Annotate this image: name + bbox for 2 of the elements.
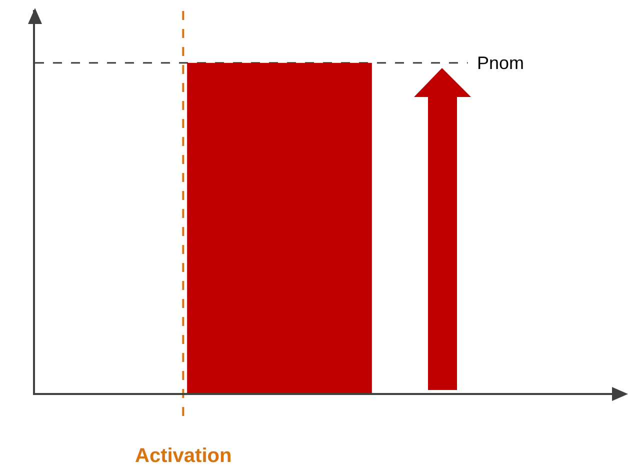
text: Pnom bbox=[477, 53, 524, 73]
text: Activation bbox=[135, 445, 232, 467]
